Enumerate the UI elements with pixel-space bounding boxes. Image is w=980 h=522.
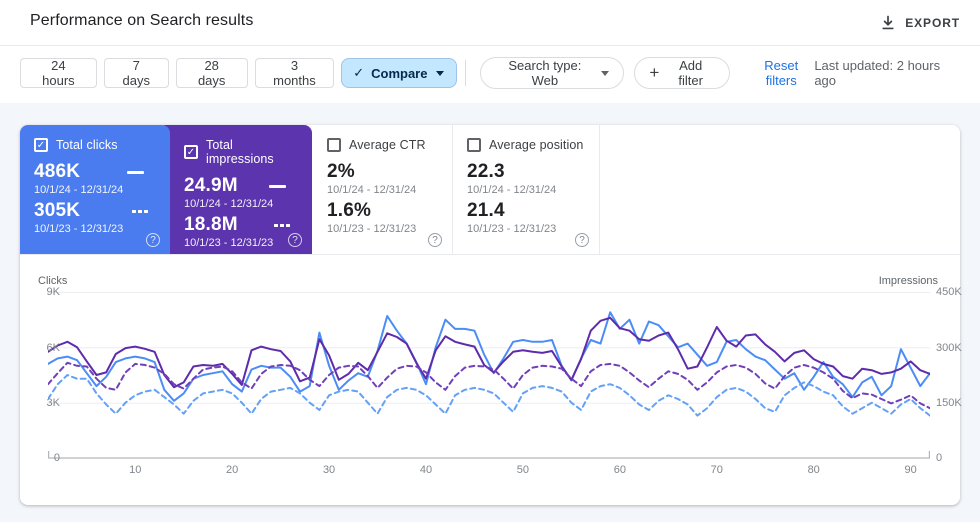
range-3-months-button[interactable]: 3 months [254,58,335,88]
metric-current-value: 22.3 [467,161,505,182]
metric-label: Total impressions [206,138,274,166]
search-type-label: Search type: Web [508,58,582,88]
metric-card-average-position[interactable]: Average position 22.3 10/1/24 - 12/31/24… [453,125,600,254]
metric-previous-range: 10/1/23 - 12/31/23 [184,237,274,249]
left-axis-title: Clicks [38,275,68,287]
chevron-down-icon [436,70,445,76]
metric-current-range: 10/1/24 - 12/31/24 [327,184,417,196]
reset-filters-link[interactable]: Reset filters [748,58,814,88]
metric-card-total-impressions[interactable]: Total impressions 24.9M 10/1/24 - 12/31/… [164,125,312,254]
last-updated-text: Last updated: 2 hours ago [814,58,941,88]
metric-previous-range: 10/1/23 - 12/31/23 [327,223,417,235]
chart-plot [48,292,930,459]
metric-card-total-clicks[interactable]: Total clicks 486K 10/1/24 - 12/31/24 305… [20,125,170,254]
metric-label: Average position [489,138,584,152]
right-axis-tick: 0 [936,452,943,464]
x-axis-tick: 10 [129,464,142,476]
download-icon [882,15,894,30]
x-axis-tick: 60 [613,464,626,476]
right-axis-tick: 150K [936,397,962,410]
compare-label: Compare [371,65,428,81]
metric-label: Average CTR [349,138,426,152]
metric-previous-range: 10/1/23 - 12/31/23 [34,223,124,235]
metric-previous-value: 305K [34,200,81,221]
range-28-days-button[interactable]: 28 days [175,58,248,88]
impressions-current-line [48,316,930,389]
metric-current-value: 2% [327,161,355,182]
metric-current-value: 24.9M [184,175,238,196]
x-axis-tick: 70 [710,464,723,476]
export-button[interactable]: EXPORT [880,12,960,34]
left-axis-tick: 3K [46,397,60,410]
x-axis-tick: 80 [807,464,820,476]
compare-dropdown[interactable]: ✓ Compare [341,58,458,88]
right-axis-title: Impressions [878,275,938,287]
metric-current-range: 10/1/24 - 12/31/24 [34,184,124,196]
metric-label: Total clicks [56,138,118,152]
x-axis-tick: 40 [419,464,433,476]
add-filter-button[interactable]: + Add filter [634,57,731,89]
filter-bar: 24 hours 7 days 28 days 3 months ✓ Compa… [20,57,960,89]
metric-current-range: 10/1/24 - 12/31/24 [184,198,274,210]
help-icon[interactable]: ? [146,233,160,247]
solid-line-legend-icon [269,184,286,188]
filter-divider [465,60,467,86]
metric-current-range: 10/1/24 - 12/31/24 [467,184,557,196]
checkmark-icon: ✓ [353,65,365,80]
metric-previous-value: 21.4 [467,200,505,221]
x-axis-tick: 50 [516,464,530,476]
checkbox-unchecked-icon[interactable] [327,138,341,152]
page-title: Performance on Search results [30,12,254,29]
left-axis-tick: 0 [53,452,60,464]
metric-previous-range: 10/1/23 - 12/31/23 [467,223,557,235]
metric-current-value: 486K [34,161,81,182]
metric-card-average-ctr[interactable]: Average CTR 2% 10/1/24 - 12/31/24 1.6% 1… [306,125,453,254]
metric-previous-value: 18.8M [184,214,238,235]
range-24-hours-button[interactable]: 24 hours [20,58,97,88]
right-axis-tick: 300K [936,341,962,354]
range-7-days-button[interactable]: 7 days [103,58,169,88]
x-axis-tick: 90 [904,464,917,476]
help-icon[interactable]: ? [288,233,302,247]
plus-icon: + [649,63,660,82]
clicks-previous-line [48,374,930,417]
x-axis-tick: 30 [322,464,336,476]
x-axis-tick: 20 [226,464,239,476]
search-type-dropdown[interactable]: Search type: Web [480,57,625,89]
solid-line-legend-icon [127,170,144,174]
add-filter-label: Add filter [678,58,703,88]
page-header: Performance on Search results EXPORT [0,0,980,46]
performance-chart[interactable]: Clicks Impressions 9K 6K 3K 0 450K 300K 150K 0 1… [20,255,962,504]
impressions-previous-line [48,361,930,410]
checkbox-checked-icon[interactable] [184,145,198,159]
checkbox-checked-icon[interactable] [34,138,48,152]
metrics-row-filler [600,125,960,254]
left-axis-tick: 9K [46,286,60,298]
dashed-line-legend-icon [274,223,290,227]
metric-previous-value: 1.6% [327,200,372,221]
chevron-down-icon [601,70,610,76]
help-icon[interactable]: ? [428,233,442,247]
metrics-row: Total clicks 486K 10/1/24 - 12/31/24 305… [20,125,960,255]
help-icon[interactable]: ? [575,233,589,247]
performance-card: Total clicks 486K 10/1/24 - 12/31/24 305… [20,125,962,505]
right-axis-tick: 450K [936,286,962,298]
checkbox-unchecked-icon[interactable] [467,138,481,152]
left-axis-tick: 6K [46,341,60,354]
export-label: EXPORT [905,16,960,30]
dashed-line-legend-icon [132,209,148,213]
